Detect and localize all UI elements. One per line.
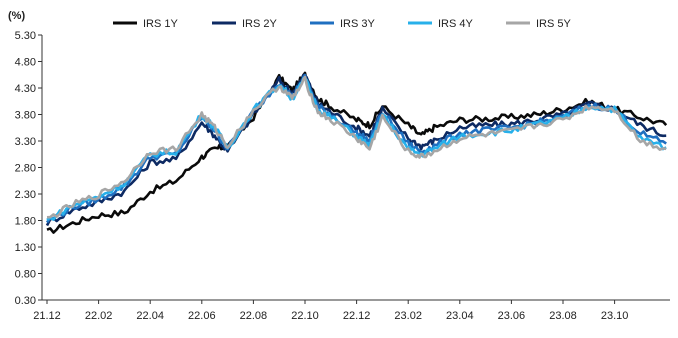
x-tick-label: 22.06: [188, 310, 216, 322]
series-lines: [45, 71, 668, 234]
y-tick-label: 4.80: [15, 57, 36, 69]
x-tick-label: 22.04: [136, 310, 164, 322]
y-axis: 0.30 0.80 1.30 1.80 2.30 2.80 3.30 3.80 4.30 4.80…: [15, 30, 43, 307]
y-tick-label: 0.30: [15, 295, 36, 307]
x-tick-label: 22.08: [240, 310, 268, 322]
x-tick-label: 22.10: [291, 310, 319, 322]
x-tick-label: 23.06: [498, 310, 526, 322]
legend-label: IRS 5Y: [536, 18, 572, 30]
legend-label: IRS 1Y: [143, 18, 179, 30]
x-tick-label: 23.10: [601, 310, 629, 322]
y-tick-label: 5.30: [15, 30, 36, 42]
x-tick-label: 23.08: [549, 310, 577, 322]
y-tick-label: 2.80: [15, 163, 36, 175]
y-tick-label: 4.30: [15, 83, 36, 95]
x-tick-label: 22.02: [85, 310, 113, 322]
x-tick-label: 23.02: [394, 310, 422, 322]
x-tick-label: 22.12: [343, 310, 371, 322]
x-axis: 21.12 22.02 22.04 22.06 22.08 22.10 22.12 23.02…: [33, 299, 670, 322]
y-tick-label: 3.80: [15, 110, 36, 122]
y-tick-label: 1.30: [15, 242, 36, 254]
series-line-irs-2y: [45, 73, 667, 227]
y-tick-label: 0.80: [15, 269, 36, 281]
y-tick-label: 1.80: [15, 216, 36, 228]
series-line-irs-5y: [46, 75, 667, 219]
series-line-irs-1y: [46, 71, 668, 234]
y-tick-label: 3.30: [15, 136, 36, 148]
y-axis-unit-label: (%): [8, 10, 25, 22]
legend-label: IRS 3Y: [340, 18, 376, 30]
x-tick-label: 21.12: [33, 310, 61, 322]
legend-label: IRS 2Y: [242, 18, 278, 30]
y-tick-label: 2.30: [15, 189, 36, 201]
legend-label: IRS 4Y: [438, 18, 474, 30]
legend: IRS 1Y IRS 2Y IRS 3Y IRS 4Y IRS 5Y: [113, 18, 572, 30]
x-tick-label: 23.04: [446, 310, 474, 322]
